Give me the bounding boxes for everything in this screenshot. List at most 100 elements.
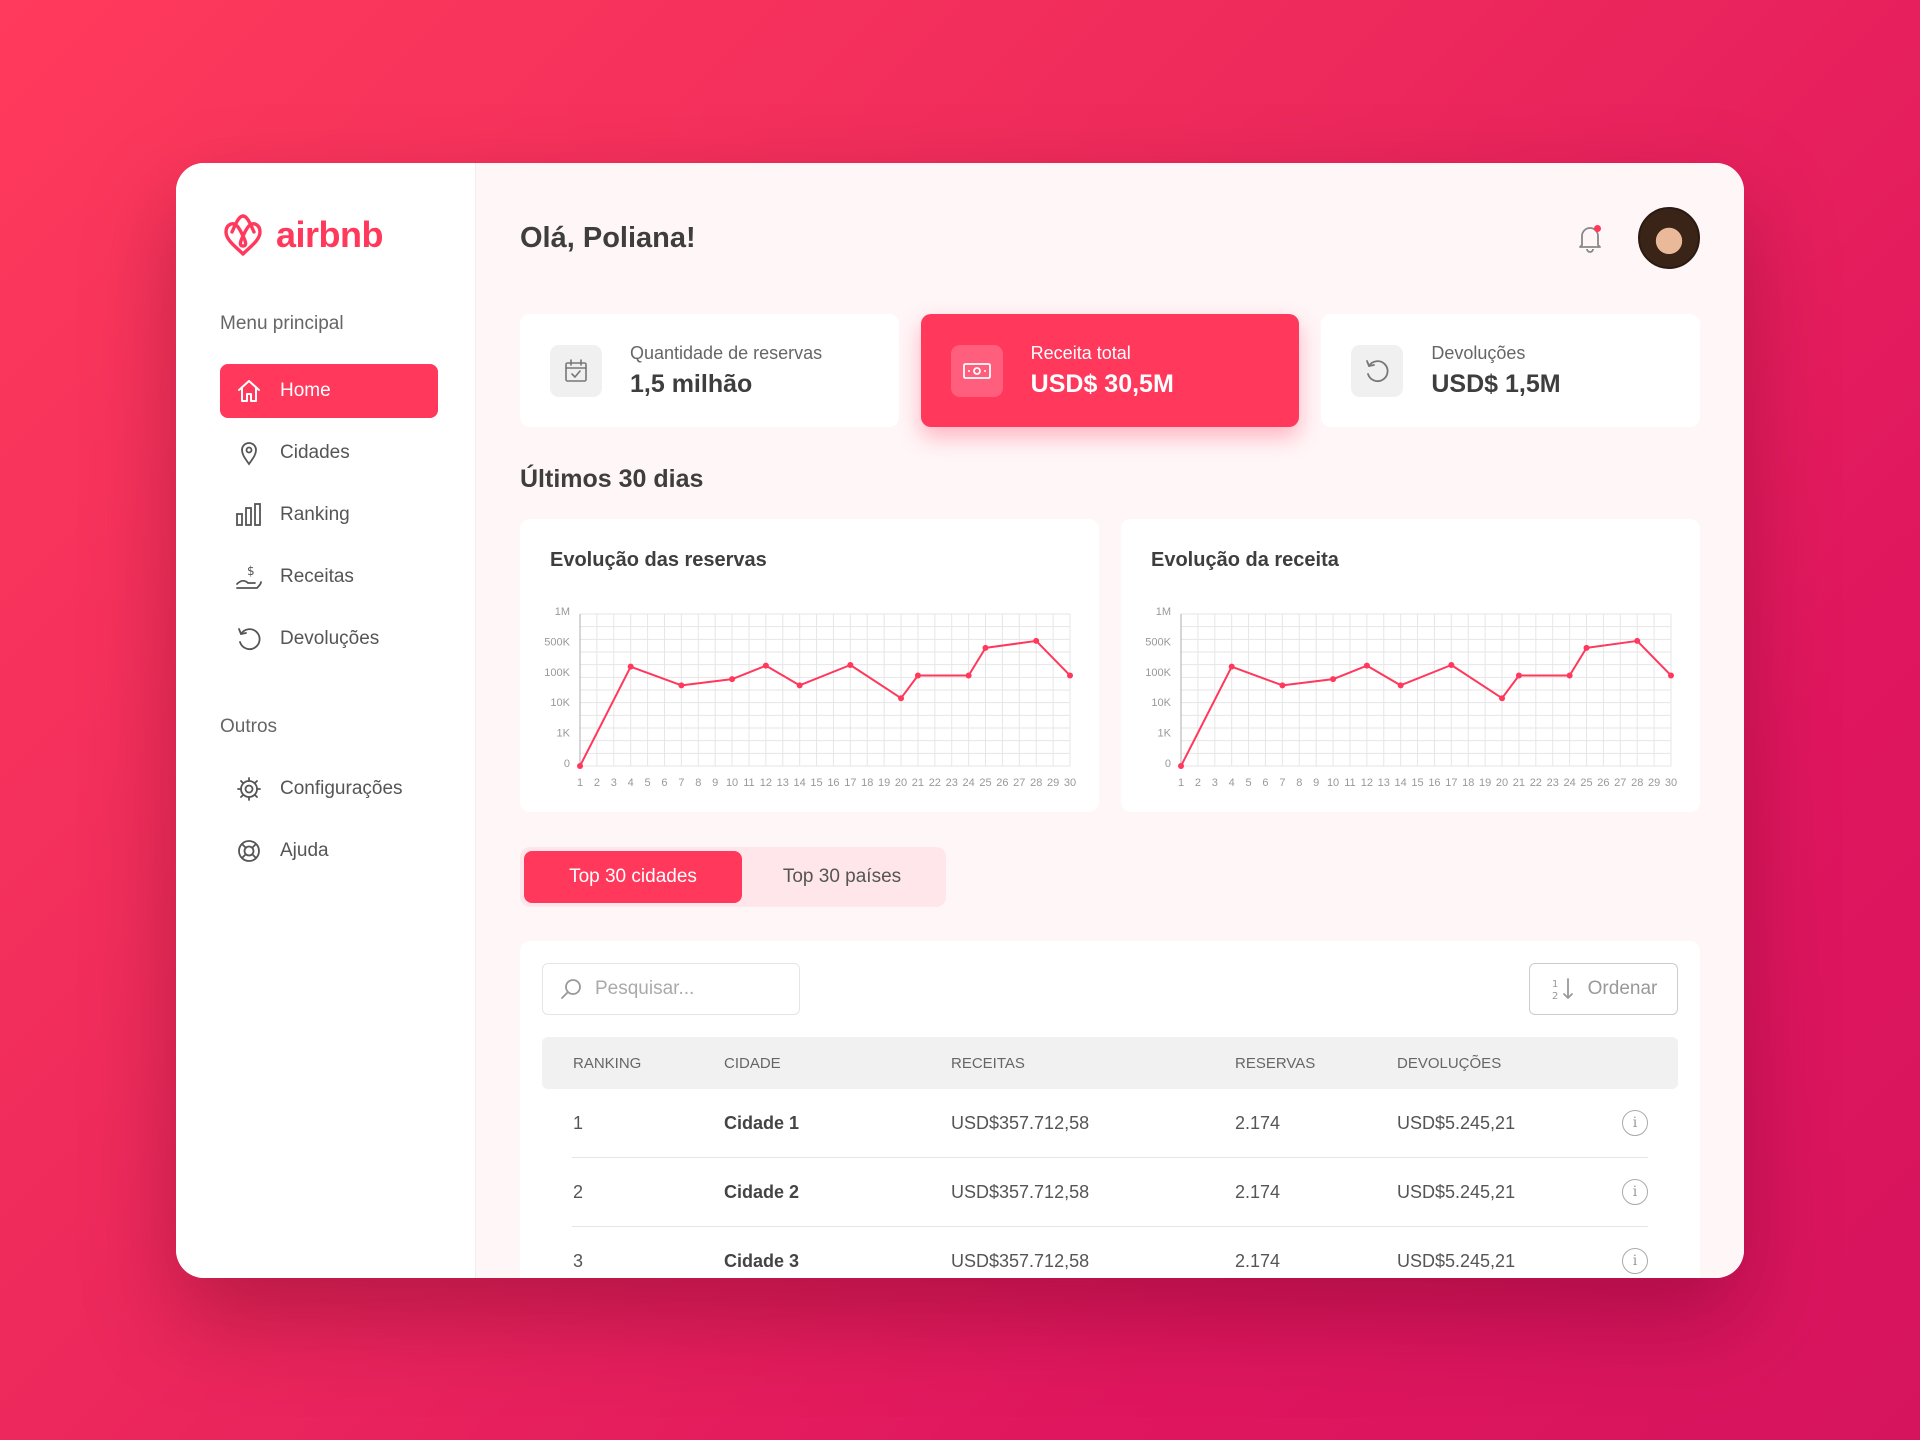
x-tick-label: 8 xyxy=(695,777,701,789)
y-tick-label: 10K xyxy=(550,697,570,709)
sidebar-item-receitas[interactable]: $ Receitas xyxy=(220,550,438,604)
x-tick-label: 23 xyxy=(946,777,958,789)
stat-card-receita[interactable]: Receita total USD$ 30,5M xyxy=(920,314,1300,427)
x-tick-label: 21 xyxy=(912,777,924,789)
stat-card-reservas[interactable]: Quantidade de reservas 1,5 milhão xyxy=(520,314,899,427)
data-point[interactable] xyxy=(1330,676,1337,683)
sidebar-item-configuracoes[interactable]: Configurações xyxy=(220,762,438,816)
sidebar-item-label: Ajuda xyxy=(280,840,329,861)
data-point[interactable] xyxy=(1033,637,1040,644)
tab-top-paises[interactable]: Top 30 países xyxy=(782,866,902,887)
x-tick-label: 30 xyxy=(1064,777,1076,789)
data-point[interactable] xyxy=(729,676,736,683)
column-header-ranking[interactable]: RANKING xyxy=(573,1054,642,1072)
sidebar-item-devolucoes[interactable]: Devoluções xyxy=(220,612,438,666)
data-point[interactable] xyxy=(1583,644,1590,651)
data-point[interactable] xyxy=(1397,682,1404,689)
x-tick-label: 26 xyxy=(1597,777,1609,789)
airbnb-logo-icon xyxy=(224,214,262,256)
x-tick-label: 27 xyxy=(1013,777,1025,789)
table-row[interactable]: 3 Cidade 3 USD$357.712,58 2.174 USD$5.24… xyxy=(572,1227,1648,1278)
sort-icon: 12 xyxy=(1552,978,1573,1002)
x-tick-label: 28 xyxy=(1030,777,1042,789)
sidebar-item-ranking[interactable]: Ranking xyxy=(220,488,438,542)
sidebar-item-cidades[interactable]: Cidades xyxy=(220,426,438,480)
data-point[interactable] xyxy=(1515,672,1522,679)
data-point[interactable] xyxy=(847,662,854,669)
table-row[interactable]: 2 Cidade 2 USD$357.712,58 2.174 USD$5.24… xyxy=(572,1158,1648,1227)
data-point[interactable] xyxy=(914,672,921,679)
y-tick-label: 10K xyxy=(1151,697,1171,709)
cell-receitas: USD$357.712,58 xyxy=(951,1181,1090,1202)
search-box[interactable] xyxy=(542,963,800,1015)
x-tick-label: 13 xyxy=(1378,777,1390,789)
stat-label: Receita total xyxy=(1030,342,1131,363)
info-icon[interactable]: i xyxy=(1622,1179,1648,1205)
cell-reservas: 2.174 xyxy=(1235,1250,1281,1271)
table-row[interactable]: 1 Cidade 1 USD$357.712,58 2.174 USD$5.24… xyxy=(572,1089,1648,1158)
refund-icon xyxy=(234,624,264,654)
x-tick-label: 8 xyxy=(1296,777,1302,789)
data-point[interactable] xyxy=(898,695,905,702)
tab-top-cidades[interactable]: Top 30 cidades xyxy=(524,851,742,903)
data-point[interactable] xyxy=(1067,672,1073,679)
data-point[interactable] xyxy=(762,662,769,669)
bell-icon xyxy=(1579,227,1601,253)
data-point[interactable] xyxy=(1228,663,1235,670)
data-point[interactable] xyxy=(1178,763,1184,769)
x-tick-label: 19 xyxy=(878,777,890,789)
data-point[interactable] xyxy=(965,672,972,679)
cell-reservas: 2.174 xyxy=(1235,1112,1281,1133)
column-header-cidade[interactable]: CIDADE xyxy=(724,1054,781,1072)
logo[interactable]: airbnb xyxy=(220,207,475,263)
data-point[interactable] xyxy=(1499,695,1506,702)
info-icon[interactable]: i xyxy=(1622,1110,1648,1136)
other-menu-label: Outros xyxy=(220,716,278,737)
sidebar-item-home[interactable]: Home xyxy=(220,364,438,418)
x-tick-label: 1 xyxy=(577,777,583,789)
data-point[interactable] xyxy=(1279,682,1286,689)
sidebar-item-ajuda[interactable]: Ajuda xyxy=(220,824,438,878)
stat-value: USD$ 1,5M xyxy=(1431,369,1561,398)
data-point[interactable] xyxy=(796,682,803,689)
sidebar-item-label: Receitas xyxy=(280,566,354,587)
data-point[interactable] xyxy=(1566,672,1573,679)
x-tick-label: 18 xyxy=(1462,777,1474,789)
avatar[interactable] xyxy=(1638,207,1700,269)
cell-ranking: 1 xyxy=(573,1112,584,1133)
x-tick-label: 12 xyxy=(1361,777,1373,789)
column-header-devolucoes[interactable]: DEVOLUÇÕES xyxy=(1397,1054,1502,1072)
stat-value: USD$ 30,5M xyxy=(1030,369,1174,398)
x-tick-label: 13 xyxy=(777,777,789,789)
ranking-table: 12 Ordenar RANKING CIDADE RECEITAS RESER… xyxy=(520,941,1700,1278)
data-point[interactable] xyxy=(627,663,634,670)
sidebar-item-label: Cidades xyxy=(280,442,350,463)
search-input[interactable] xyxy=(595,978,785,1000)
column-header-reservas[interactable]: RESERVAS xyxy=(1235,1054,1316,1072)
data-point[interactable] xyxy=(982,644,989,651)
cell-devolucoes: USD$5.245,21 xyxy=(1397,1181,1516,1202)
sidebar: airbnb Menu principal Home Cidades Rank xyxy=(176,163,476,1278)
info-icon[interactable]: i xyxy=(1622,1248,1648,1274)
cell-reservas: 2.174 xyxy=(1235,1181,1281,1202)
cell-cidade: Cidade 2 xyxy=(724,1181,800,1202)
sidebar-item-label: Ranking xyxy=(280,504,350,525)
x-tick-label: 9 xyxy=(712,777,718,789)
data-point[interactable] xyxy=(1363,662,1370,669)
tab-group: Top 30 cidades Top 30 países xyxy=(520,847,946,907)
notification-button[interactable] xyxy=(1572,220,1608,256)
revenue-icon: $ xyxy=(234,562,264,592)
cell-receitas: USD$357.712,58 xyxy=(951,1112,1090,1133)
data-point[interactable] xyxy=(1668,672,1674,679)
chart-grid xyxy=(1180,613,1672,767)
data-point[interactable] xyxy=(1634,637,1641,644)
data-point[interactable] xyxy=(1448,662,1455,669)
data-point[interactable] xyxy=(577,763,583,769)
column-header-receitas[interactable]: RECEITAS xyxy=(951,1054,1025,1072)
sidebar-item-label: Configurações xyxy=(280,778,403,799)
stat-card-devolucoes[interactable]: Devoluções USD$ 1,5M xyxy=(1321,314,1701,427)
data-point[interactable] xyxy=(678,682,685,689)
x-tick-label: 25 xyxy=(979,777,991,789)
